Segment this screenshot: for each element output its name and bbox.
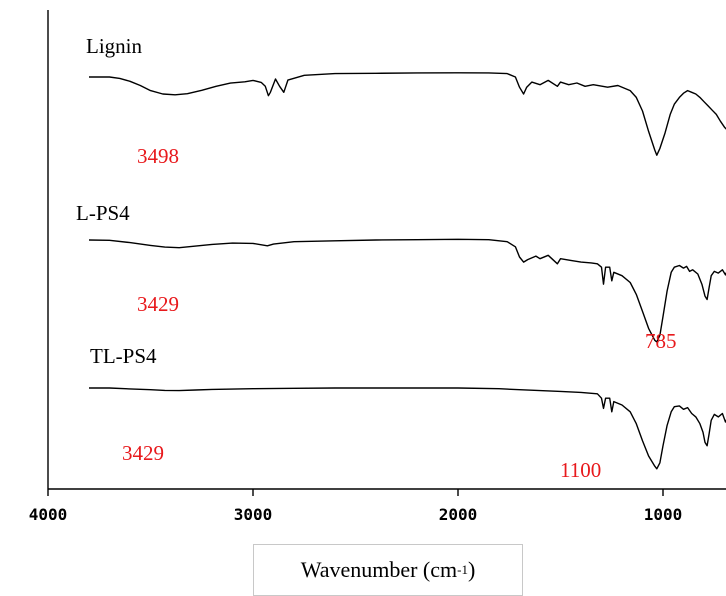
series-line-tl-ps4	[89, 387, 726, 470]
series-line-l-ps4	[88, 238, 726, 343]
x-tick-label: 2000	[439, 505, 478, 524]
series-line-lignin	[89, 72, 726, 156]
x-axis-label-close: )	[467, 557, 476, 582]
series-label-l-ps4: L-PS4	[76, 201, 130, 225]
series-label-lignin: Lignin	[86, 34, 142, 58]
x-axis-label: Wavenumber (cm -1)	[253, 544, 523, 596]
peak-annotation: 3498	[137, 144, 179, 168]
ftir-chart: 4000 3000 2000 1000 Lignin L-PS4 TL-PS4 …	[29, 10, 726, 524]
x-tick-label: 1000	[644, 505, 683, 524]
peak-annotation: 785	[645, 329, 677, 353]
x-axis-ticks: 4000 3000 2000 1000	[29, 489, 683, 524]
x-tick-label: 3000	[234, 505, 273, 524]
peak-annotation: 3429	[137, 292, 179, 316]
peak-annotation: 3429	[122, 441, 164, 465]
peak-annotation: 1100	[560, 458, 601, 482]
series-label-tl-ps4: TL-PS4	[90, 344, 157, 368]
x-axis-label-text: Wavenumber (cm	[300, 557, 458, 582]
x-tick-label: 4000	[29, 505, 68, 524]
x-axis-label-unit: -1	[457, 562, 468, 577]
